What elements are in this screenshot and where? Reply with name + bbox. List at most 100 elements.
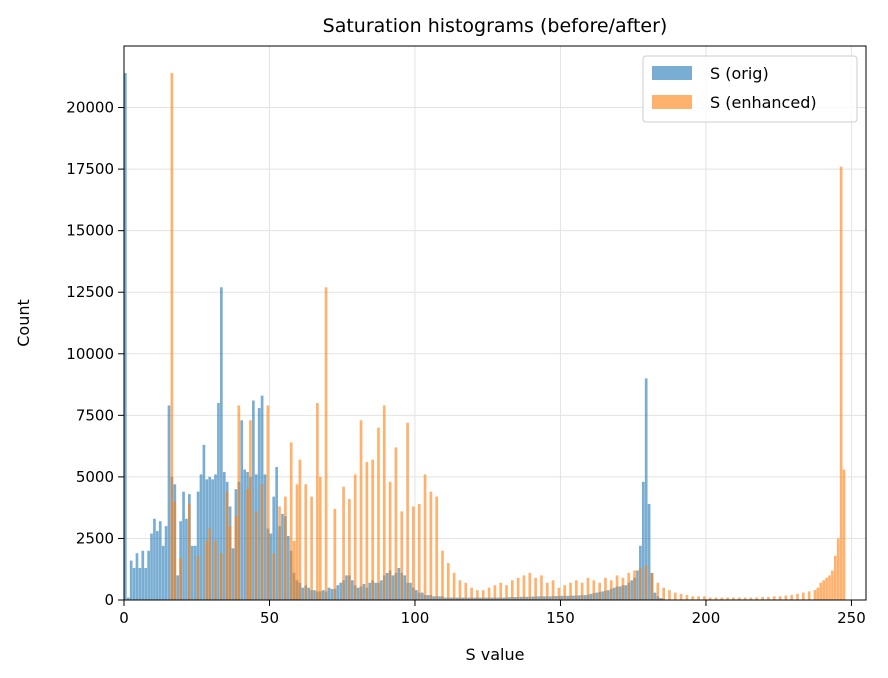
bar-orig — [380, 580, 383, 600]
bar-enhanced — [234, 516, 238, 600]
bar-orig — [257, 407, 261, 600]
bar-enhanced — [545, 582, 549, 600]
bar-enhanced — [615, 575, 619, 600]
bar-enhanced — [304, 484, 308, 600]
bar-enhanced — [813, 590, 817, 600]
x-tick-label: 200 — [692, 609, 721, 627]
bar-orig — [196, 491, 200, 600]
legend-frame — [642, 55, 858, 123]
bar-orig — [601, 591, 604, 600]
bar-enhanced — [208, 528, 212, 600]
bar-orig — [659, 598, 663, 600]
bar-enhanced — [298, 459, 302, 600]
bar-orig — [577, 595, 581, 600]
bar-orig — [158, 521, 162, 600]
bar-enhanced — [365, 462, 369, 600]
bar-enhanced — [784, 595, 788, 600]
bar-enhanced — [228, 526, 232, 600]
bar-orig — [182, 491, 185, 600]
bar-enhanced — [505, 585, 508, 600]
bar-enhanced — [214, 540, 217, 600]
bar-enhanced — [452, 572, 456, 600]
bar-enhanced — [540, 575, 543, 600]
bar-orig — [205, 479, 209, 600]
bar-enhanced — [249, 420, 252, 600]
legend: S (orig) S (enhanced) — [642, 55, 858, 123]
bar-enhanced — [761, 597, 764, 600]
bar-enhanced — [679, 593, 683, 600]
bar-orig — [554, 596, 558, 600]
bar-enhanced — [668, 590, 671, 600]
bar-orig — [519, 596, 523, 600]
bar-orig — [307, 587, 310, 600]
bar-orig — [612, 587, 616, 600]
bar-enhanced — [833, 555, 837, 600]
bar-orig — [330, 588, 334, 600]
bar-enhanced — [400, 511, 404, 600]
bar-orig — [336, 585, 340, 600]
bar-orig — [644, 378, 648, 600]
y-tick-label: 12500 — [66, 283, 114, 301]
bar-enhanced — [266, 405, 270, 600]
bar-enhanced — [260, 484, 264, 600]
bar-enhanced — [179, 558, 182, 600]
bar-orig — [444, 597, 447, 600]
bar-enhanced — [388, 481, 392, 600]
bar-enhanced — [569, 582, 572, 600]
x-tick-label: 100 — [401, 609, 430, 627]
y-tick-label: 2500 — [76, 529, 114, 547]
bar-orig — [479, 597, 482, 600]
bar-orig — [240, 420, 244, 600]
bar-orig — [135, 553, 139, 600]
bar-orig — [374, 582, 377, 600]
bar-orig — [263, 474, 267, 600]
bar-orig — [199, 474, 203, 600]
bar-orig — [350, 580, 354, 600]
bar-orig — [272, 496, 276, 600]
bar-enhanced — [278, 506, 281, 600]
bar-orig — [161, 545, 165, 600]
bar-enhanced — [691, 596, 695, 600]
bar-enhanced — [173, 501, 177, 600]
bar-enhanced — [476, 590, 479, 600]
bar-orig — [572, 595, 575, 600]
bar-enhanced — [650, 572, 654, 600]
bar-enhanced — [796, 593, 799, 600]
y-axis-label: Count — [14, 299, 33, 347]
bar-enhanced — [703, 596, 706, 600]
bar-orig — [513, 597, 517, 600]
x-tick-label: 150 — [546, 609, 575, 627]
bar-enhanced — [196, 555, 200, 600]
bar-enhanced — [816, 587, 820, 600]
bar-orig — [467, 597, 471, 600]
bar-orig — [220, 287, 223, 600]
bar-orig — [624, 585, 628, 600]
chart-title: Saturation histograms (before/after) — [323, 15, 668, 37]
bar-enhanced — [359, 420, 363, 600]
bar-orig — [420, 592, 424, 600]
bars-layer — [124, 73, 846, 600]
bar-enhanced — [714, 597, 718, 600]
bar-enhanced — [441, 550, 444, 600]
bar-orig — [641, 481, 645, 600]
bar-orig — [214, 474, 217, 600]
grid-layer — [123, 46, 866, 601]
bar-enhanced — [348, 499, 351, 600]
bar-orig — [217, 403, 220, 600]
bar-orig — [426, 595, 430, 600]
bar-enhanced — [417, 503, 421, 600]
bar-enhanced — [292, 540, 296, 600]
bar-enhanced — [318, 476, 322, 600]
bar-enhanced — [464, 582, 468, 600]
x-tick-label: 0 — [119, 609, 129, 627]
bar-enhanced — [342, 486, 345, 600]
bar-enhanced — [839, 166, 843, 600]
legend-label-orig: S (orig) — [710, 64, 769, 83]
bar-enhanced — [551, 580, 555, 600]
bar-orig — [362, 584, 366, 600]
bar-orig — [269, 533, 273, 600]
bar-enhanced — [749, 597, 753, 600]
bar-enhanced — [604, 577, 607, 600]
bar-orig — [560, 595, 564, 600]
bar-enhanced — [522, 575, 526, 600]
